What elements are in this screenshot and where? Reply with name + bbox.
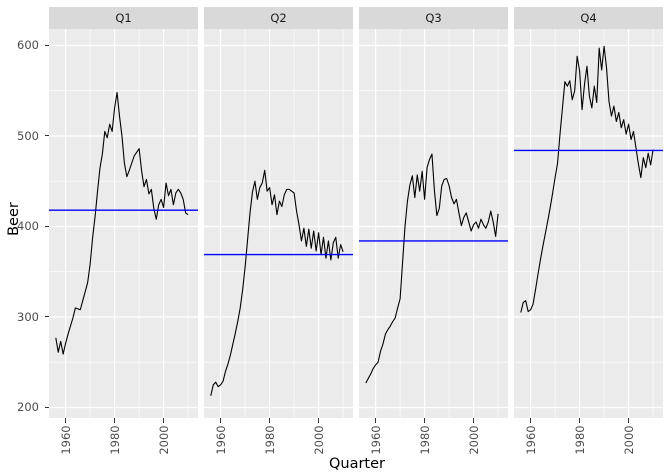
- x-axis-title: Quarter: [328, 456, 386, 472]
- y-axis-tick-label: 400: [17, 219, 39, 234]
- x-axis-tick-mark: [424, 418, 426, 423]
- x-axis-tick-label: 1980: [417, 425, 432, 455]
- x-axis-tick-label: 1980: [107, 425, 122, 455]
- panel-background: [204, 29, 353, 418]
- x-axis-tick-label: 1960: [213, 425, 228, 455]
- y-axis-tick-label: 500: [17, 128, 39, 143]
- facet-strip: Q1: [49, 7, 198, 29]
- y-axis-tick-mark: [44, 225, 49, 227]
- facet-panel: [359, 29, 508, 418]
- x-axis-tick-label: 1960: [368, 425, 383, 455]
- beer-series-line: [520, 45, 654, 313]
- y-axis-tick-label: 300: [17, 309, 39, 324]
- x-axis-tick-mark: [65, 418, 67, 423]
- x-axis-tick-label: 2000: [466, 425, 481, 455]
- y-axis-tick-label: 200: [17, 400, 39, 415]
- x-axis-tick-mark: [318, 418, 320, 423]
- facet-strip: Q2: [204, 7, 353, 29]
- facet-strip: Q3: [359, 7, 508, 29]
- x-axis-tick-label: 1960: [523, 425, 538, 455]
- y-axis-tick-label: 600: [17, 38, 39, 53]
- x-axis-tick-mark: [220, 418, 222, 423]
- x-axis-tick-label: 2000: [621, 425, 636, 455]
- beer-series-line: [365, 153, 499, 384]
- y-axis-tick-mark: [44, 44, 49, 46]
- x-axis-tick-mark: [269, 418, 271, 423]
- x-axis-tick-mark: [473, 418, 475, 423]
- x-axis-tick-mark: [628, 418, 630, 423]
- x-axis-tick-mark: [530, 418, 532, 423]
- x-axis-tick-mark: [375, 418, 377, 423]
- x-axis-tick-label: 2000: [156, 425, 171, 455]
- facet-strip-label: Q2: [270, 11, 287, 25]
- facet-panel: [514, 29, 663, 418]
- x-axis-tick-mark: [114, 418, 116, 423]
- facet-panel: [49, 29, 198, 418]
- facet-strip-label: Q1: [115, 11, 132, 25]
- x-axis-tick-label: 1960: [58, 425, 73, 455]
- facet-strip-label: Q4: [580, 11, 597, 25]
- panel-background: [49, 29, 198, 418]
- y-axis-tick-mark: [44, 406, 49, 408]
- y-axis-tick-mark: [44, 135, 49, 137]
- facet-strip: Q4: [514, 7, 663, 29]
- x-axis-tick-label: 2000: [311, 425, 326, 455]
- beer-series-line: [55, 91, 189, 355]
- facet-strip-label: Q3: [425, 11, 442, 25]
- x-axis-tick-mark: [163, 418, 165, 423]
- panel-background: [359, 29, 508, 418]
- x-axis-tick-mark: [579, 418, 581, 423]
- facet-panel: [204, 29, 353, 418]
- panel-background: [514, 29, 663, 418]
- y-axis-tick-mark: [44, 316, 49, 318]
- x-axis-tick-label: 1980: [262, 425, 277, 455]
- x-axis-tick-label: 1980: [572, 425, 587, 455]
